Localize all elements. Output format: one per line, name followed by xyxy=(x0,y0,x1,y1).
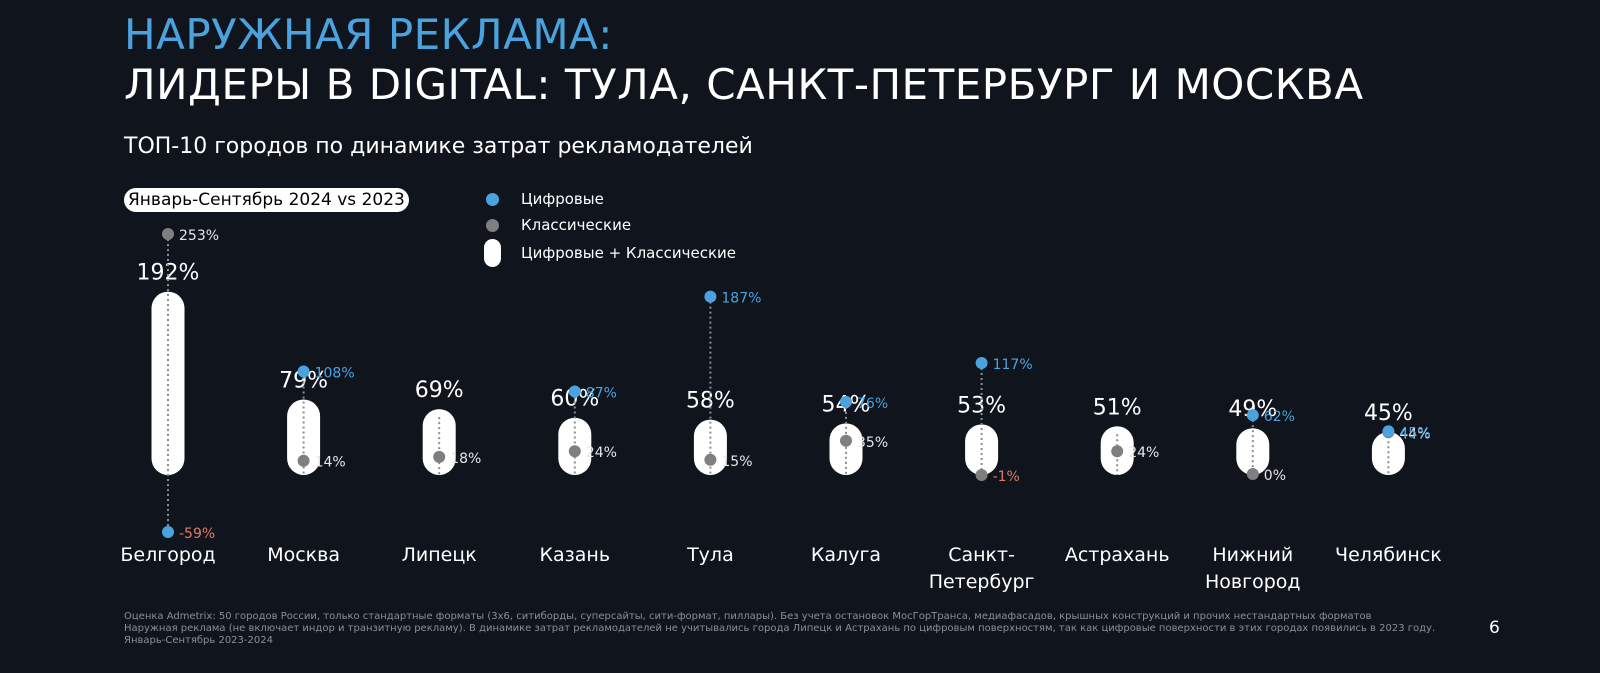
total-pill-bar xyxy=(1371,432,1405,475)
classic-point xyxy=(704,453,717,466)
classic-point xyxy=(1246,468,1259,480)
category-label: Астрахань xyxy=(1065,544,1170,566)
category-label: Белгород xyxy=(120,544,215,566)
classic-value-label: 24% xyxy=(1128,445,1159,461)
category-label: Санкт- xyxy=(948,544,1015,566)
classic-point xyxy=(840,434,852,447)
digital-point xyxy=(162,526,174,538)
footnote-line-2: Наружная реклама (не включает индор и тр… xyxy=(124,623,1436,634)
category-label: Петербург xyxy=(929,571,1035,593)
digital-value-label: 45% xyxy=(1399,425,1430,441)
total-pill-bar xyxy=(829,423,863,475)
digital-value-label: 187% xyxy=(721,291,761,307)
category-label: Тула xyxy=(686,544,734,566)
category-label: Казань xyxy=(540,544,611,566)
legend-item-classic: Классические xyxy=(484,212,736,238)
total-value-label: 69% xyxy=(415,378,464,403)
classic-point xyxy=(297,454,310,467)
category-label: Липецк xyxy=(402,544,477,566)
total-pill-icon xyxy=(484,239,501,267)
chart-subtitle: ТОП-10 городов по динамике затрат реклам… xyxy=(124,134,753,159)
classic-value-label: 44% xyxy=(1399,426,1430,442)
digital-value-label: -59% xyxy=(179,526,215,542)
digital-point xyxy=(1382,425,1395,438)
legend-item-total: Цифровые + Классические xyxy=(484,238,736,268)
classic-value-label: 15% xyxy=(721,454,752,470)
digital-point xyxy=(840,395,852,408)
legend-label-total: Цифровые + Классические xyxy=(521,244,736,262)
category-label: Москва xyxy=(267,544,340,566)
classic-dot-icon xyxy=(486,218,499,232)
page-number: 6 xyxy=(1489,618,1500,638)
digital-dot-icon xyxy=(486,192,499,206)
footnote-line-3: Январь-Сентябрь 2023-2024 xyxy=(124,635,273,646)
chart-legend: Цифровые Классические Цифровые + Классич… xyxy=(484,186,736,268)
title-line-1: НАРУЖНАЯ РЕКЛАМА: xyxy=(124,10,613,59)
total-pill-bar xyxy=(151,291,185,475)
category-label: Калуга xyxy=(811,544,881,566)
category-label: Челябинск xyxy=(1335,544,1442,566)
total-value-label: 45% xyxy=(1364,401,1413,426)
category-label: Новгород xyxy=(1205,571,1301,593)
period-badge: Январь-Сентябрь 2024 vs 2023 xyxy=(124,188,409,212)
digital-point xyxy=(297,365,310,378)
classic-point xyxy=(433,450,446,463)
classic-point xyxy=(162,228,174,240)
digital-point xyxy=(1246,409,1259,422)
classic-point xyxy=(568,445,581,458)
digital-point xyxy=(704,290,717,303)
category-label: Нижний xyxy=(1212,544,1293,566)
digital-value-label: 87% xyxy=(586,385,617,401)
classic-point xyxy=(1111,445,1124,458)
total-pill-bar xyxy=(422,409,456,475)
footnote: Оценка Admetrix: 50 городов России, толь… xyxy=(124,611,1436,647)
classic-value-label: 253% xyxy=(179,228,219,244)
classic-value-label: -1% xyxy=(993,469,1020,485)
legend-label-classic: Классические xyxy=(521,216,632,234)
footnote-line-1: Оценка Admetrix: 50 городов России, толь… xyxy=(124,611,1372,622)
classic-value-label: 14% xyxy=(315,455,346,471)
classic-point xyxy=(975,468,988,481)
title-line-2: ЛИДЕРЫ В DIGITAL: ТУЛА, САНКТ-ПЕТЕРБУРГ … xyxy=(124,60,1364,109)
digital-point xyxy=(568,385,581,398)
digital-value-label: 62% xyxy=(1264,409,1295,425)
legend-item-digital: Цифровые xyxy=(484,186,736,212)
digital-point xyxy=(975,357,988,370)
total-value-label: 51% xyxy=(1093,395,1142,420)
classic-value-label: 0% xyxy=(1264,468,1286,484)
digital-value-label: 108% xyxy=(315,366,355,382)
classic-value-label: 35% xyxy=(857,435,888,451)
digital-value-label: 76% xyxy=(857,396,888,412)
legend-label-digital: Цифровые xyxy=(521,190,604,208)
digital-value-label: 117% xyxy=(993,357,1033,373)
classic-value-label: 18% xyxy=(450,451,481,467)
classic-value-label: 24% xyxy=(586,445,617,461)
